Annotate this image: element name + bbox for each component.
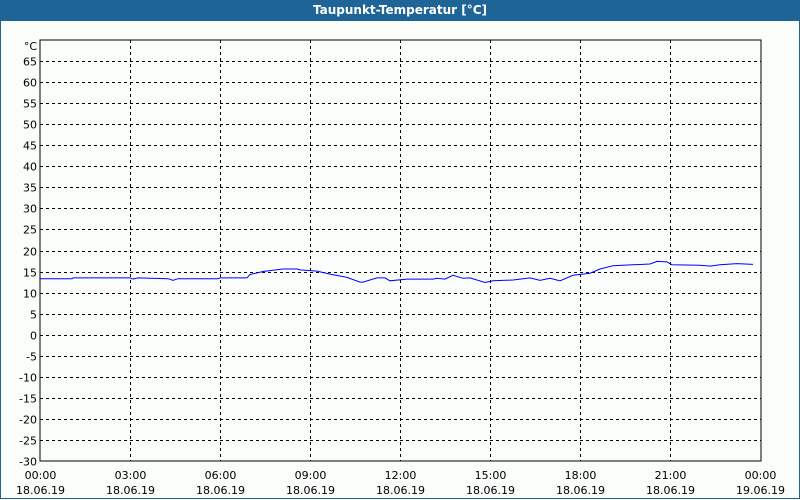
y-tick-label: 40 xyxy=(23,161,37,174)
y-tick-label: -5 xyxy=(26,351,37,364)
x-tick-time: 00:00 xyxy=(745,469,777,482)
y-tick-label: 35 xyxy=(23,182,37,195)
y-tick-label: 55 xyxy=(23,98,37,111)
x-tick-date: 18.06.19 xyxy=(376,484,425,497)
x-tick-time: 06:00 xyxy=(205,469,237,482)
x-tick-time: 21:00 xyxy=(655,469,687,482)
y-axis-unit: °C xyxy=(24,40,38,53)
y-tick-label: -20 xyxy=(19,414,37,427)
x-tick-date: 18.06.19 xyxy=(286,484,335,497)
y-tick-label: -25 xyxy=(19,435,37,448)
series-line xyxy=(40,260,754,284)
x-tick-date: 18.06.19 xyxy=(556,484,605,497)
y-tick-label: -10 xyxy=(19,372,37,385)
x-tick-date: 19.06.19 xyxy=(736,484,785,497)
x-tick-date: 18.06.19 xyxy=(466,484,515,497)
y-tick-label: -15 xyxy=(19,393,37,406)
x-tick-date: 18.06.19 xyxy=(196,484,245,497)
y-tick-label: 5 xyxy=(30,309,37,322)
x-tick-date: 18.06.19 xyxy=(106,484,155,497)
x-tick-date: 18.06.19 xyxy=(646,484,695,497)
y-tick-label: -30 xyxy=(19,456,37,469)
chart-title: Taupunkt-Temperatur [°C] xyxy=(0,0,800,21)
x-tick-time: 00:00 xyxy=(25,469,57,482)
y-tick-label: 65 xyxy=(23,56,37,69)
x-tick-time: 15:00 xyxy=(475,469,507,482)
x-tick-time: 18:00 xyxy=(565,469,597,482)
plot-border xyxy=(39,39,762,462)
x-tick-time: 12:00 xyxy=(385,469,417,482)
x-tick-date: 18.06.19 xyxy=(16,484,65,497)
y-tick-label: 25 xyxy=(23,224,37,237)
y-tick-label: 45 xyxy=(23,140,37,153)
x-tick-time: 03:00 xyxy=(115,469,147,482)
y-tick-label: 10 xyxy=(23,288,37,301)
y-tick-label: 0 xyxy=(30,330,37,343)
y-tick-label: 20 xyxy=(23,246,37,259)
y-tick-label: 50 xyxy=(23,119,37,132)
x-tick-time: 09:00 xyxy=(295,469,327,482)
y-tick-label: 15 xyxy=(23,267,37,280)
y-tick-label: 30 xyxy=(23,203,37,216)
y-tick-label: 60 xyxy=(23,77,37,90)
